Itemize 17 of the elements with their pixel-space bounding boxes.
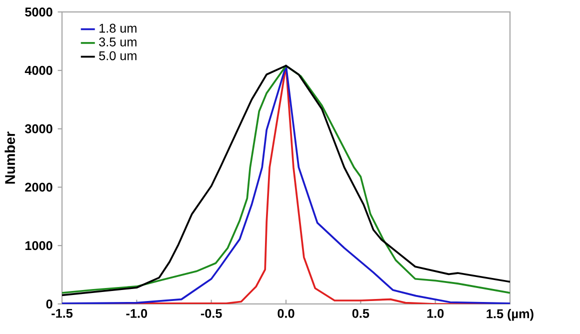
x-tick-label: 1.0	[427, 308, 444, 318]
y-tick-label: 2000	[25, 182, 52, 192]
legend-label: 3.5 um	[99, 37, 136, 46]
y-tick-label: 5000	[25, 8, 52, 16]
x-tick-label: -0.5	[200, 308, 222, 318]
x-tick-label: 1.5 (µm)	[486, 308, 534, 321]
y-tick-label: 0	[46, 300, 52, 308]
y-tick-label: 3000	[24, 124, 52, 134]
legend-label: 1.8 um	[100, 24, 136, 33]
y-tick-label: 4000	[24, 66, 52, 75]
x-tick-label: 0.5	[352, 308, 370, 318]
x-tick-label: -1.0	[126, 308, 148, 318]
x-tick-label: 0.0	[278, 308, 294, 318]
legend-label: 5.0 um	[99, 51, 136, 60]
y-tick-label: 1000	[25, 241, 52, 250]
x-tick-label: -1.5	[52, 308, 73, 318]
y-axis-title: Number	[4, 132, 16, 184]
